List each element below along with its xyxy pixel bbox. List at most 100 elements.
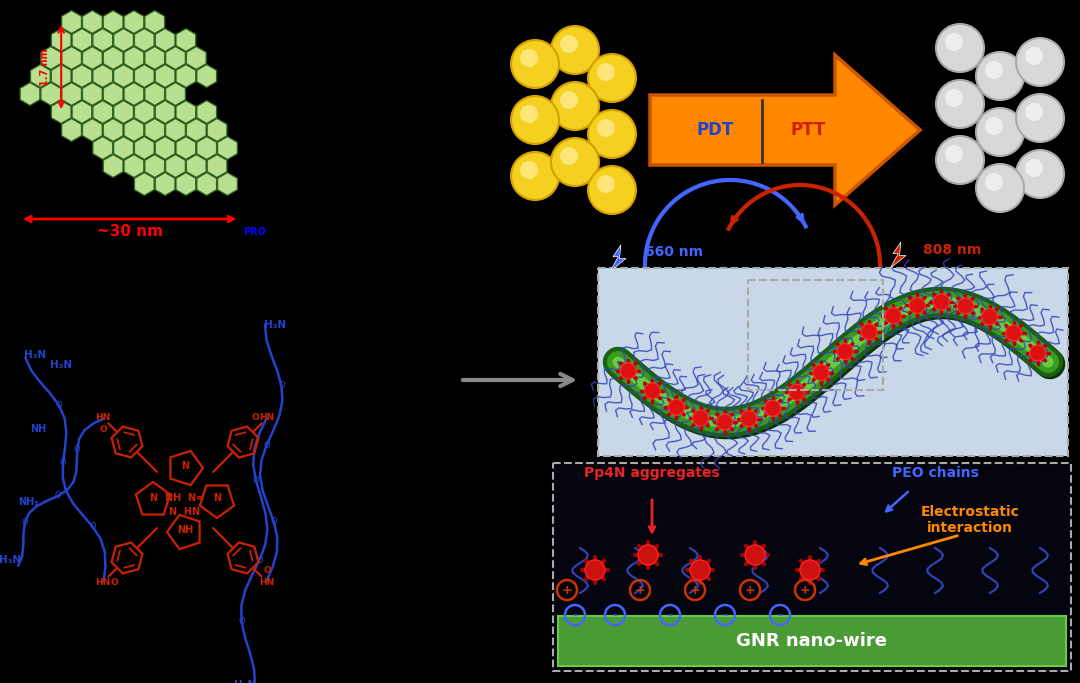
Circle shape <box>788 385 805 400</box>
Text: +: + <box>799 583 810 596</box>
Polygon shape <box>176 137 195 159</box>
Text: O: O <box>279 381 285 390</box>
Polygon shape <box>134 65 154 87</box>
Polygon shape <box>41 46 60 70</box>
Text: O: O <box>59 458 66 467</box>
Text: NH₃: NH₃ <box>18 497 39 507</box>
Circle shape <box>561 91 578 109</box>
Polygon shape <box>93 137 112 159</box>
Circle shape <box>813 365 829 380</box>
Polygon shape <box>156 173 175 195</box>
Circle shape <box>909 297 926 313</box>
Text: PRO: PRO <box>243 227 267 237</box>
Text: HN: HN <box>95 413 110 423</box>
Text: -: - <box>572 609 578 622</box>
Polygon shape <box>72 65 92 87</box>
Polygon shape <box>197 173 217 195</box>
Polygon shape <box>156 137 175 159</box>
Text: O: O <box>22 518 28 527</box>
Circle shape <box>861 324 877 339</box>
Text: HN: HN <box>259 413 274 423</box>
Text: NH  N=: NH N= <box>165 493 204 503</box>
Polygon shape <box>197 65 217 87</box>
Polygon shape <box>165 83 186 105</box>
Polygon shape <box>104 46 123 70</box>
Circle shape <box>511 96 559 144</box>
Circle shape <box>765 400 781 416</box>
Circle shape <box>945 33 963 51</box>
Circle shape <box>936 136 984 184</box>
Text: O: O <box>99 425 107 434</box>
Circle shape <box>519 161 538 179</box>
Circle shape <box>945 145 963 163</box>
Text: O: O <box>56 402 63 410</box>
Polygon shape <box>104 83 123 105</box>
Polygon shape <box>104 154 123 178</box>
Circle shape <box>620 363 636 379</box>
Polygon shape <box>187 46 206 70</box>
Circle shape <box>936 24 984 72</box>
Polygon shape <box>610 245 626 271</box>
Polygon shape <box>113 29 134 51</box>
Polygon shape <box>52 29 71 51</box>
Polygon shape <box>62 119 81 141</box>
Circle shape <box>1016 150 1064 198</box>
Circle shape <box>638 545 658 565</box>
Polygon shape <box>82 11 103 33</box>
Polygon shape <box>41 83 60 105</box>
Polygon shape <box>113 65 134 87</box>
Polygon shape <box>30 65 51 87</box>
Polygon shape <box>176 65 195 87</box>
Text: +: + <box>745 583 755 596</box>
Text: 808 nm: 808 nm <box>923 243 982 257</box>
Circle shape <box>741 410 757 427</box>
Circle shape <box>985 173 1003 191</box>
Circle shape <box>1016 94 1064 142</box>
Polygon shape <box>650 55 920 205</box>
Circle shape <box>551 138 599 186</box>
Polygon shape <box>176 173 195 195</box>
Text: H₃N: H₃N <box>234 680 256 683</box>
Text: PTT: PTT <box>791 121 825 139</box>
Polygon shape <box>124 46 144 70</box>
Circle shape <box>936 80 984 128</box>
Polygon shape <box>145 11 164 33</box>
Polygon shape <box>104 11 123 33</box>
Text: GNR nano-wire: GNR nano-wire <box>737 632 888 650</box>
Polygon shape <box>62 83 81 105</box>
Circle shape <box>745 545 765 565</box>
Polygon shape <box>93 100 112 124</box>
Text: ~30 nm: ~30 nm <box>97 224 163 239</box>
Polygon shape <box>124 119 144 141</box>
Text: H₃N: H₃N <box>50 360 72 370</box>
Polygon shape <box>217 137 238 159</box>
Circle shape <box>976 164 1024 212</box>
Circle shape <box>645 383 660 399</box>
Circle shape <box>985 61 1003 79</box>
Circle shape <box>588 166 636 214</box>
Polygon shape <box>124 154 144 178</box>
Polygon shape <box>165 154 186 178</box>
Polygon shape <box>145 83 164 105</box>
Text: O: O <box>264 441 270 450</box>
Text: O: O <box>264 566 271 575</box>
Circle shape <box>597 63 615 81</box>
Polygon shape <box>21 83 40 105</box>
Text: O: O <box>239 617 245 626</box>
Polygon shape <box>113 100 134 124</box>
Text: +: + <box>690 583 700 596</box>
Text: 660 nm: 660 nm <box>645 245 703 259</box>
Text: NH: NH <box>30 424 46 434</box>
Circle shape <box>945 89 963 107</box>
Text: -: - <box>667 609 673 622</box>
Text: 1.7 nm: 1.7 nm <box>40 48 50 86</box>
Circle shape <box>597 175 615 193</box>
Text: O: O <box>110 578 118 587</box>
Text: H₃N: H₃N <box>264 320 286 330</box>
Circle shape <box>588 110 636 158</box>
Polygon shape <box>145 46 164 70</box>
Text: NH: NH <box>177 525 193 535</box>
Text: O: O <box>270 516 276 526</box>
Text: PEO chains: PEO chains <box>892 466 978 480</box>
Circle shape <box>561 35 578 53</box>
